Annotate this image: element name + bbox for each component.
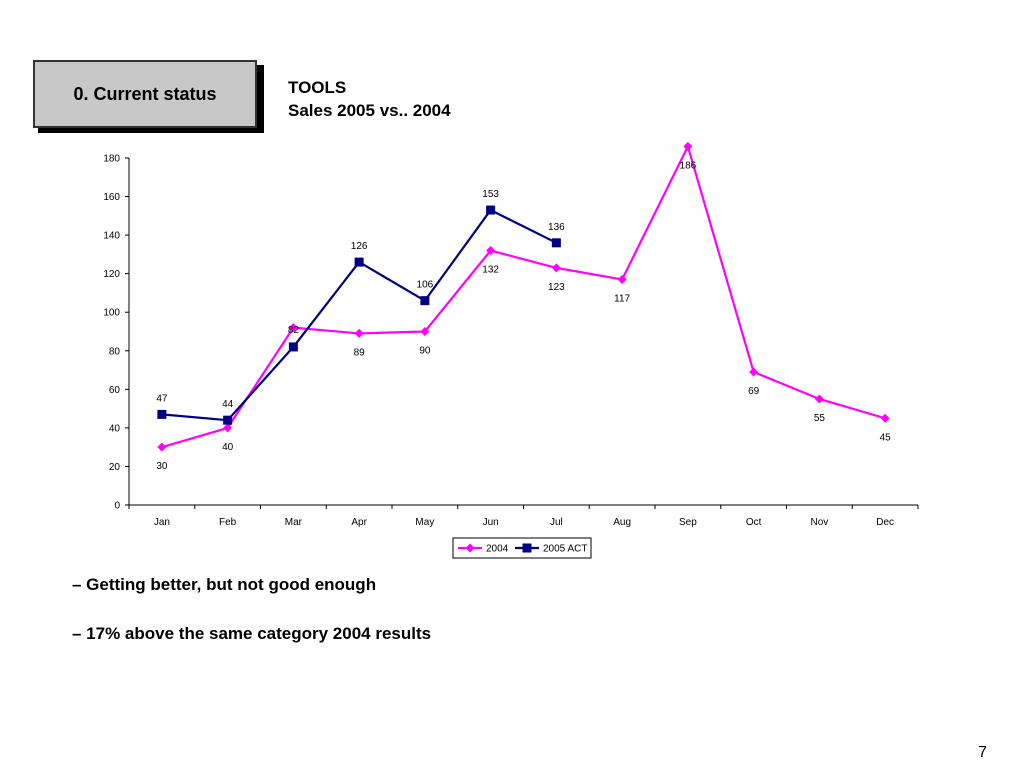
series-marker-1 — [551, 238, 561, 248]
series-marker-0 — [551, 263, 561, 273]
x-tick-label: Feb — [219, 517, 237, 528]
y-tick-label: 100 — [103, 308, 120, 319]
series-marker-0 — [880, 413, 890, 423]
x-tick-label: Dec — [876, 517, 894, 528]
y-tick-label: 180 — [103, 154, 120, 165]
x-tick-label: Jan — [154, 517, 170, 528]
legend-swatch-marker — [465, 543, 475, 553]
bullet-item: – 17% above the same category 2004 resul… — [72, 624, 432, 643]
x-tick-label: May — [415, 517, 434, 528]
series-marker-0 — [223, 423, 233, 433]
y-tick-label: 40 — [109, 423, 121, 434]
data-label-2005: 44 — [222, 399, 234, 410]
x-tick-label: Oct — [746, 517, 762, 528]
y-tick-label: 160 — [103, 192, 120, 203]
legend-label: 2004 — [486, 544, 509, 555]
data-label-2005: 126 — [351, 241, 368, 252]
y-tick-label: 80 — [109, 346, 121, 357]
chart-title: TOOLS — [288, 78, 347, 97]
series-marker-1 — [486, 205, 496, 215]
sales-line-chart: 0 20 40 60 80 100 120 140 160 180 Jan Feb Mar Apr May J… — [103, 141, 919, 559]
bullet-list: – Getting better, but not good enough – … — [72, 573, 431, 671]
page-number: 7 — [978, 744, 987, 761]
data-label-2005: 106 — [417, 280, 434, 291]
x-tick-label: Sep — [679, 517, 697, 528]
data-label-2004: 186 — [680, 160, 697, 171]
chart-title-block: TOOLS Sales 2005 vs.. 2004 — [288, 76, 451, 122]
series-marker-0 — [420, 327, 430, 336]
data-label-2004: 117 — [614, 293, 630, 304]
series-marker-0 — [814, 394, 824, 404]
section-status-label: 0. Current status — [73, 83, 217, 104]
series-marker-0 — [749, 367, 759, 377]
x-tick-label: Nov — [810, 517, 828, 528]
data-label-2004: 123 — [548, 282, 565, 293]
data-label-2004: 89 — [354, 347, 366, 358]
y-tick-label: 140 — [103, 231, 120, 242]
x-tick-label: Aug — [613, 517, 631, 528]
series-line-0 — [161, 145, 886, 449]
data-label-2004: 90 — [419, 346, 431, 357]
x-tick-label: Jun — [483, 517, 499, 528]
series-marker-0 — [617, 274, 627, 284]
data-label-2004: 40 — [222, 442, 234, 453]
data-label-2004: 69 — [748, 386, 760, 397]
series-marker-1 — [157, 409, 167, 419]
y-tick-label: 60 — [109, 385, 121, 396]
data-label-2004: 45 — [880, 432, 892, 443]
series-marker-0 — [486, 246, 496, 256]
data-label-2005: 153 — [482, 189, 499, 200]
data-label-2005: 47 — [156, 393, 168, 404]
series-marker-0 — [354, 328, 364, 338]
data-label-2004: 132 — [482, 265, 499, 276]
x-tick-label: Apr — [351, 517, 367, 528]
legend-label: 2005 ACT — [543, 544, 587, 555]
y-tick-label: 120 — [103, 269, 120, 280]
bullet-item: – Getting better, but not good enough — [72, 575, 377, 594]
series-marker-0 — [683, 141, 693, 151]
series-marker-1 — [420, 296, 430, 306]
section-status-box: 0. Current status — [33, 60, 257, 128]
series-marker-0 — [157, 442, 167, 452]
data-label-2005: 136 — [548, 222, 565, 233]
data-label-2004: 55 — [814, 413, 826, 424]
series-marker-1 — [288, 342, 298, 352]
y-tick-label: 0 — [114, 501, 120, 512]
legend-swatch-marker — [522, 543, 532, 553]
y-tick-label: 20 — [109, 462, 121, 473]
chart-subtitle: Sales 2005 vs.. 2004 — [288, 101, 451, 120]
x-tick-label: Jul — [550, 517, 563, 528]
series-marker-0 — [288, 323, 298, 333]
series-marker-1 — [354, 257, 364, 267]
series-marker-1 — [223, 415, 233, 425]
x-tick-label: Mar — [285, 517, 303, 528]
data-label-2004: 30 — [156, 461, 168, 472]
data-label-2005: 82 — [288, 325, 300, 336]
